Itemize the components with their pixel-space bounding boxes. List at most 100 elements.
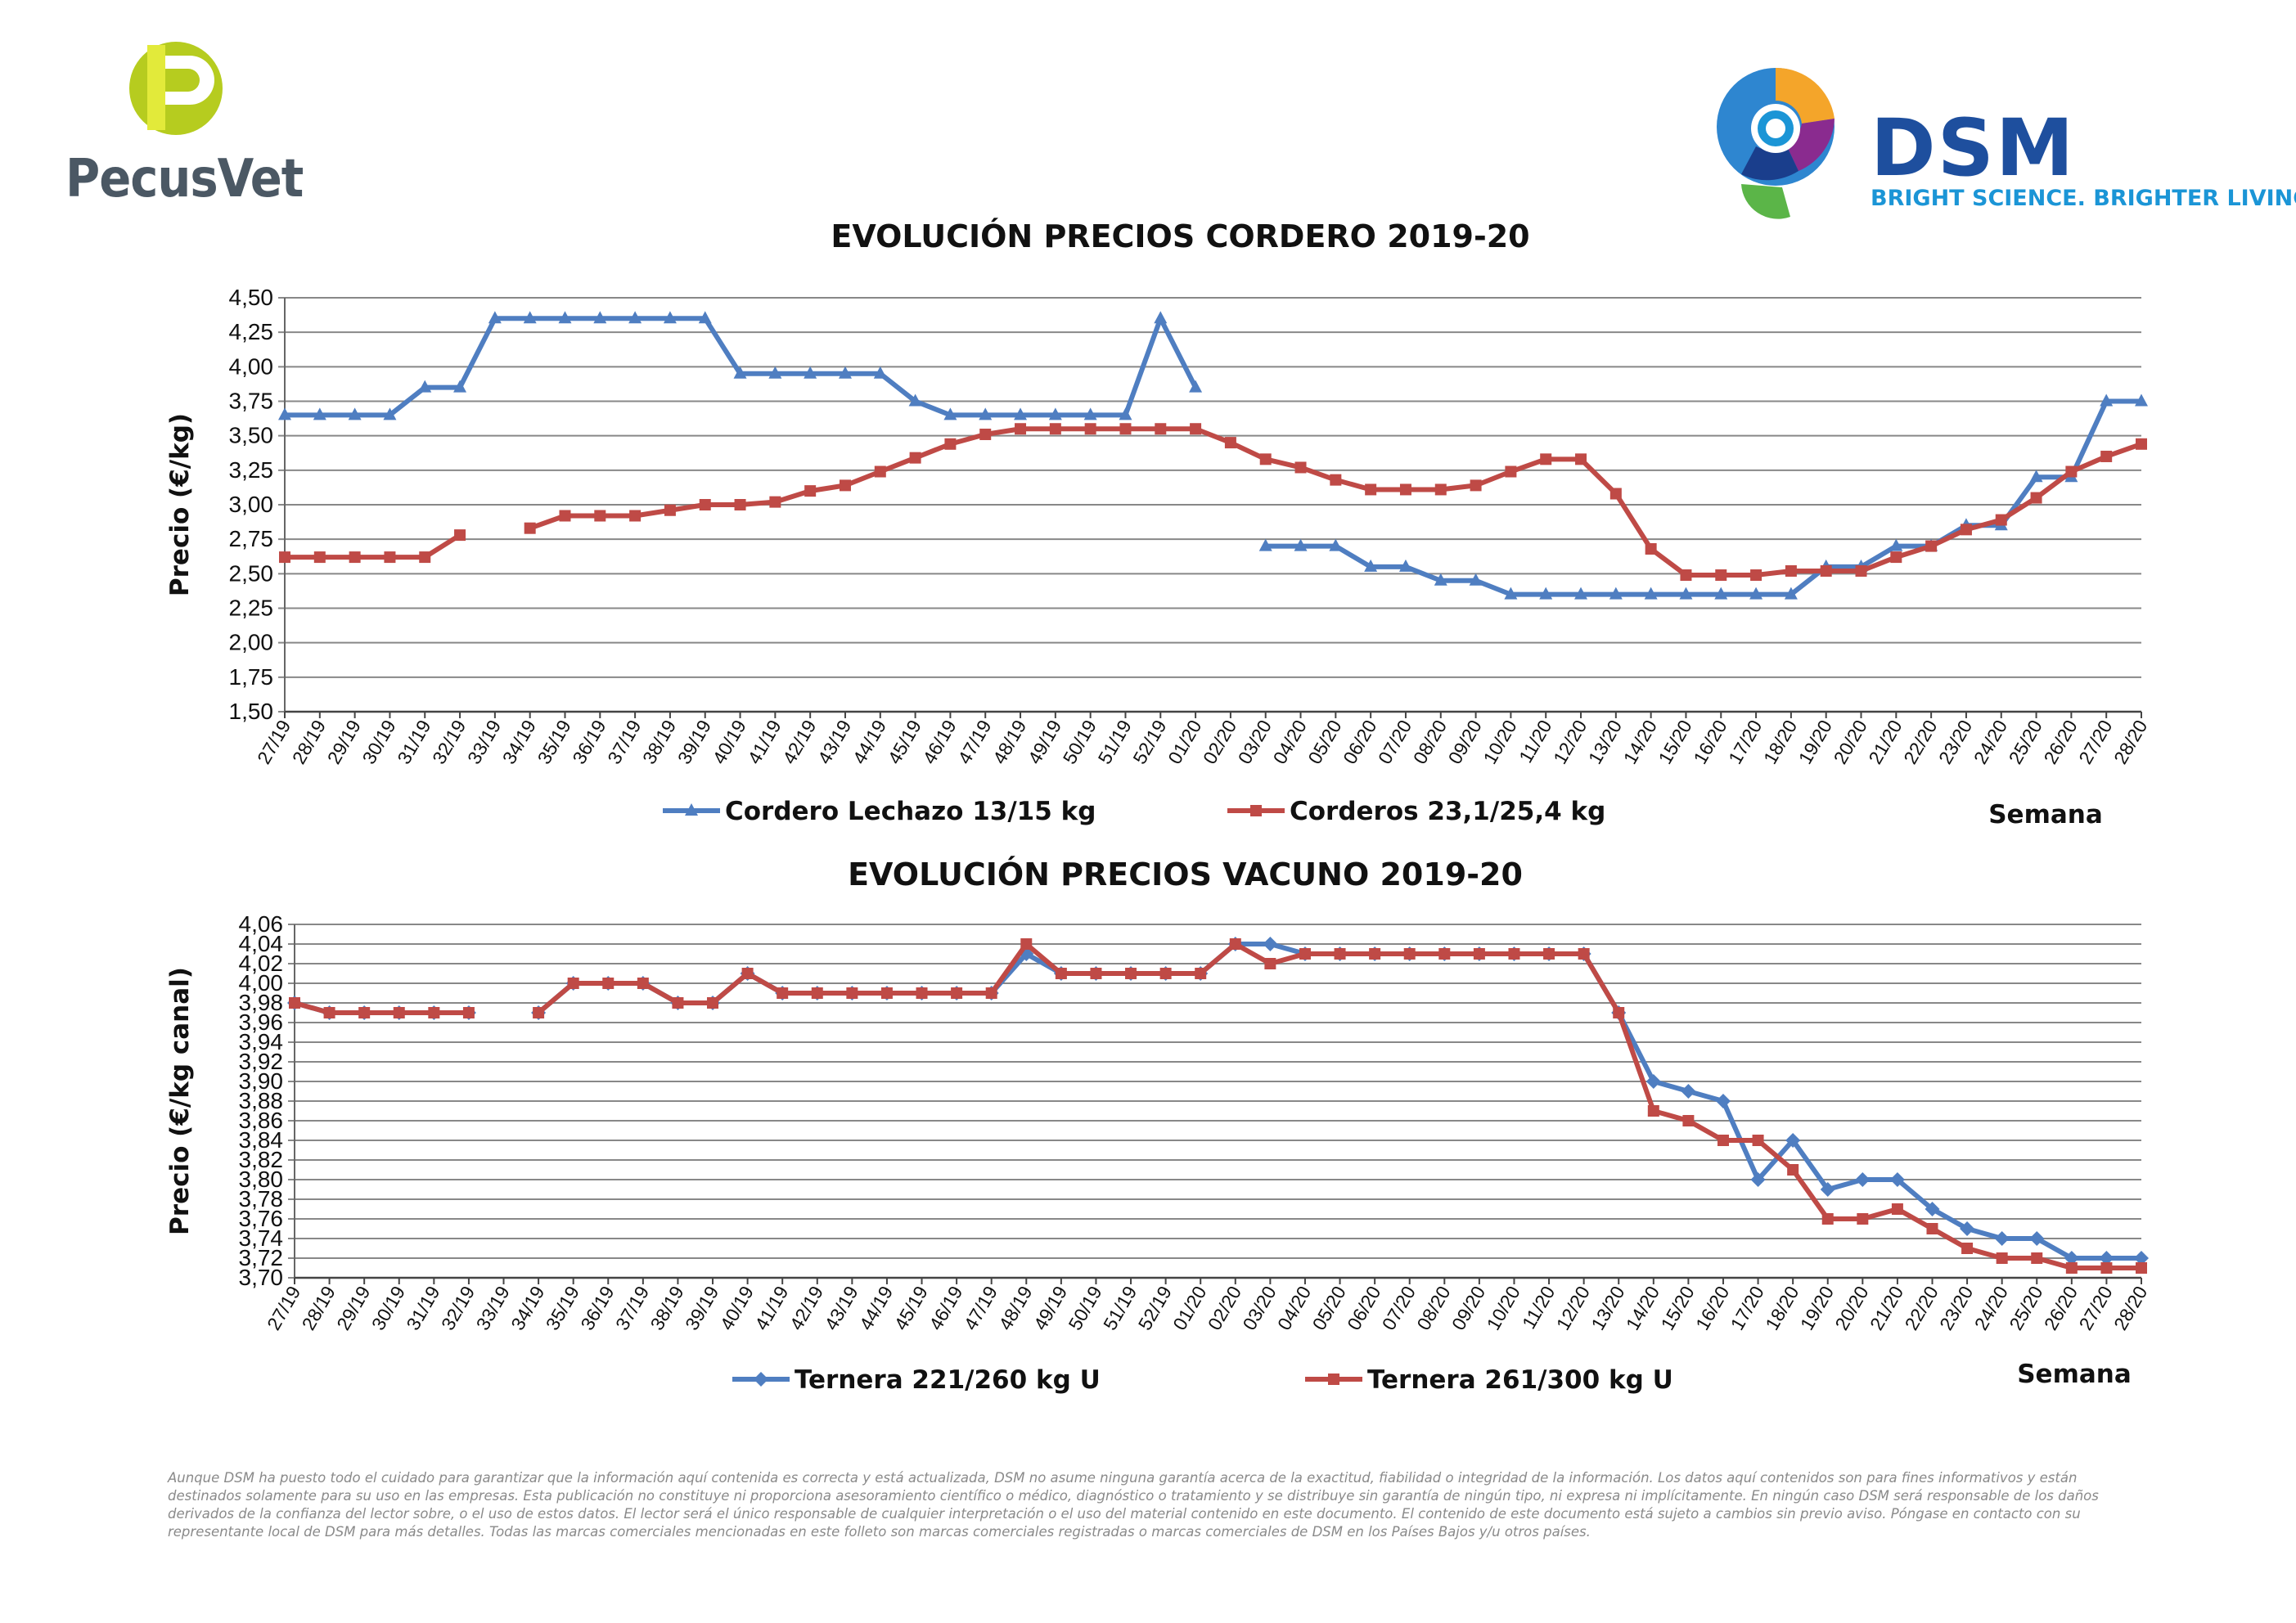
data-point — [523, 311, 537, 324]
data-point — [1294, 538, 1308, 551]
y-tick-label: 2,00 — [229, 630, 274, 655]
data-point — [769, 496, 781, 508]
data-point — [2065, 1262, 2078, 1274]
data-point — [637, 978, 649, 989]
x-tick-label: 10/20 — [1483, 1283, 1524, 1334]
data-point — [454, 529, 466, 542]
x-tick-label: 38/19 — [646, 1283, 687, 1334]
data-point — [1119, 423, 1132, 435]
data-point — [979, 428, 992, 440]
data-point — [873, 366, 887, 379]
x-tick-label: 19/20 — [1796, 1283, 1838, 1334]
data-point — [393, 1007, 405, 1018]
data-point — [1820, 564, 1832, 577]
x-tick-label: 12/20 — [1552, 1283, 1594, 1334]
x-tick-label: 37/19 — [603, 717, 645, 768]
data-point — [1369, 948, 1381, 960]
data-point — [698, 311, 712, 324]
x-tick-label: 06/20 — [1343, 1283, 1384, 1334]
x-tick-label: 25/20 — [2005, 1283, 2046, 1334]
x-tick-label: 08/20 — [1409, 717, 1451, 768]
y-tick-label: 3,50 — [229, 423, 274, 448]
data-point — [1609, 587, 1623, 600]
data-point — [909, 452, 921, 464]
y-tick-label: 3,75 — [229, 389, 274, 414]
y-tick-label: 3,94 — [239, 1029, 284, 1054]
x-tick-label: 39/19 — [681, 1283, 723, 1334]
y-tick-label: 4,02 — [239, 951, 284, 976]
data-point — [383, 407, 397, 420]
data-point — [1682, 1115, 1695, 1126]
data-point — [1925, 540, 1938, 552]
x-tick-label: 31/19 — [402, 1283, 443, 1334]
data-point — [1473, 948, 1485, 960]
data-point — [1750, 569, 1763, 582]
data-point — [428, 1007, 440, 1018]
data-point — [1647, 1105, 1659, 1117]
data-point — [838, 366, 852, 379]
data-point — [1190, 423, 1202, 435]
x-tick-label: 50/19 — [1059, 717, 1101, 768]
data-point — [1189, 380, 1203, 393]
data-point — [1020, 938, 1033, 950]
x-tick-label: 30/19 — [367, 1283, 409, 1334]
data-point — [1820, 1182, 1835, 1197]
x-tick-label: 32/19 — [428, 717, 470, 768]
x-tick-label: 09/20 — [1447, 1283, 1489, 1334]
data-point — [1438, 948, 1451, 960]
data-point — [663, 311, 677, 324]
data-point — [1714, 587, 1728, 600]
data-point — [733, 366, 747, 379]
data-point — [734, 499, 746, 510]
y-tick-label: 3,84 — [239, 1127, 284, 1153]
x-tick-label: 38/19 — [638, 717, 680, 768]
legend-item-2: Ternera 261/300 kg U — [1305, 1365, 1673, 1395]
x-tick-label: 23/20 — [1935, 1283, 1977, 1334]
data-point — [1264, 958, 1276, 969]
x-tick-label: 26/20 — [2040, 1283, 2082, 1334]
x-tick-label: 29/19 — [332, 1283, 374, 1334]
x-tick-label: 11/20 — [1515, 717, 1555, 767]
data-point — [1961, 1243, 1974, 1254]
data-point — [804, 485, 817, 497]
data-point — [707, 997, 719, 1009]
x-tick-label: 40/19 — [716, 1283, 758, 1334]
x-tick-label: 17/20 — [1724, 717, 1766, 768]
y-tick-label: 3,78 — [239, 1186, 284, 1212]
y-tick-label: 3,88 — [239, 1088, 284, 1113]
y-tick-label: 3,86 — [239, 1108, 284, 1133]
x-tick-label: 25/20 — [2005, 717, 2046, 768]
x-tick-label: 21/20 — [1864, 717, 1906, 768]
x-tick-label: 14/20 — [1622, 1283, 1663, 1334]
data-point — [384, 551, 396, 564]
data-point — [1578, 948, 1590, 960]
data-point — [880, 987, 893, 999]
gridlines — [288, 924, 2141, 1279]
legend-label: Corderos 23,1/25,4 kg — [1290, 797, 1605, 826]
data-point — [1154, 311, 1168, 324]
data-point — [1090, 968, 1102, 979]
cordero-price-chart: EVOLUCIÓN PRECIOS CORDERO 2019-20 1,50 1,7… — [165, 218, 2151, 829]
y-axis-label: Precio (€/kg canal) — [165, 967, 195, 1235]
x-tick-label: 45/19 — [890, 1283, 932, 1334]
x-tick-label: 01/20 — [1168, 1283, 1210, 1334]
data-point — [699, 499, 711, 510]
x-tick-label: 20/20 — [1830, 717, 1871, 768]
x-tick-label: 12/20 — [1549, 717, 1591, 768]
data-point — [1399, 483, 1411, 496]
data-point — [1960, 1221, 1975, 1236]
data-point — [1365, 483, 1377, 496]
data-point — [664, 504, 676, 516]
x-tick-label: 35/19 — [533, 717, 575, 768]
data-point — [1015, 423, 1027, 435]
x-tick-label: 34/19 — [506, 1283, 548, 1334]
x-tick-label: 46/19 — [925, 1283, 966, 1334]
data-point — [1855, 564, 1867, 577]
series-1 — [278, 311, 2148, 600]
x-tick-label: 04/20 — [1269, 717, 1311, 768]
data-point — [349, 551, 361, 564]
data-point — [418, 380, 432, 393]
y-tick-label: 3,98 — [239, 990, 284, 1015]
x-tick-label: 26/20 — [2039, 717, 2081, 768]
data-point — [533, 1007, 545, 1018]
